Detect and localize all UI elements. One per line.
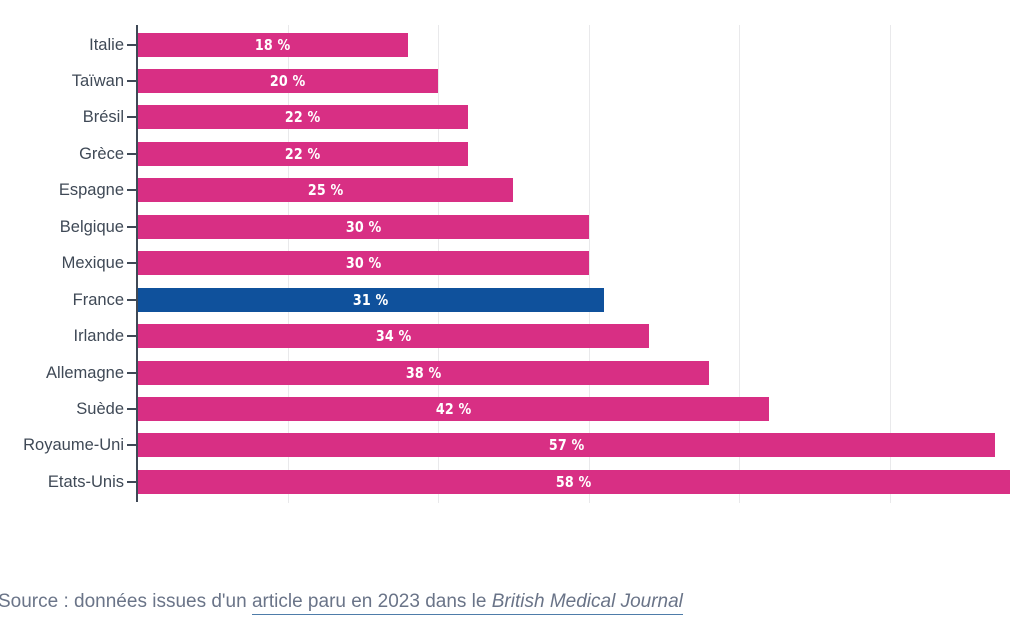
category-label: France xyxy=(72,290,124,309)
category-label: Irlande xyxy=(73,327,124,346)
category-label: Belgique xyxy=(59,217,124,236)
axis-tick xyxy=(127,444,136,447)
value-label: 22 % xyxy=(285,144,321,163)
value-label: 18 % xyxy=(255,35,291,54)
axis-tick xyxy=(127,79,136,82)
category-label: Etats-Unis xyxy=(47,472,124,491)
value-label: 42 % xyxy=(435,400,472,418)
gridline xyxy=(739,25,740,503)
value-label: 25 % xyxy=(307,181,344,200)
bar-grèce: 22 % xyxy=(138,141,469,166)
bar-brésil: 22 % xyxy=(138,105,469,130)
source-link-journal: British Medical Journal xyxy=(491,591,683,612)
value-label: 20 % xyxy=(270,71,306,90)
category-label: Taïwan xyxy=(71,71,124,90)
axis-tick xyxy=(127,408,136,410)
axis-tick xyxy=(127,335,136,338)
bar-chart: Italie 18 % Taïwan 20 % Brésil 22 % Grèce 22 % E… xyxy=(23,25,1010,503)
bar-royaume-uni: 57 % xyxy=(138,433,995,458)
y-axis-line xyxy=(136,25,138,502)
axis-tick xyxy=(127,152,136,155)
category-label: Mexique xyxy=(61,254,124,273)
bar-belgique: 30 % xyxy=(138,214,589,239)
value-label: 30 % xyxy=(345,217,381,236)
value-label: 57 % xyxy=(548,436,585,455)
bar-mexique: 30 % xyxy=(138,251,589,276)
source-prefix: Source : données issues d'un xyxy=(0,591,252,612)
category-label: Royaume-Uni xyxy=(23,436,124,455)
category-label: Espagne xyxy=(58,181,124,200)
value-label: 30 % xyxy=(345,254,381,273)
category-label: Italie xyxy=(89,35,124,54)
value-label: 22 % xyxy=(285,108,321,127)
axis-tick xyxy=(127,189,136,192)
bar-taïwan: 20 % xyxy=(138,68,438,93)
category-label: Brésil xyxy=(82,108,124,127)
bar-espagne: 25 % xyxy=(138,178,514,203)
gridline xyxy=(889,25,891,503)
category-label: Grèce xyxy=(79,144,124,163)
bar-irlande: 34 % xyxy=(138,324,649,349)
value-label: 38 % xyxy=(405,363,442,382)
gridline xyxy=(588,25,590,503)
source-link-text: article paru en 2023 dans le xyxy=(251,591,492,612)
axis-tick xyxy=(127,480,136,483)
category-label: Allemagne xyxy=(46,363,124,382)
value-label: 31 % xyxy=(353,290,389,309)
source-caption: Source : données issues d'un article par… xyxy=(0,591,1021,615)
value-label: 34 % xyxy=(375,327,412,346)
category-label: Suède xyxy=(76,400,124,418)
axis-tick xyxy=(127,116,136,119)
axis-tick xyxy=(127,43,136,46)
axis-tick xyxy=(127,298,136,301)
axis-tick xyxy=(127,371,136,374)
bar-france: 31 % xyxy=(138,287,604,312)
value-label: 58 % xyxy=(556,472,592,491)
source-link[interactable]: article paru en 2023 dans le British Med… xyxy=(251,591,683,615)
axis-tick xyxy=(127,262,136,265)
bar-etats-unis: 58 % xyxy=(138,469,1010,494)
bar-italie: 18 % xyxy=(138,32,408,57)
axis-tick xyxy=(127,225,136,228)
bar-allemagne: 38 % xyxy=(138,360,709,385)
bar-suède: 42 % xyxy=(138,397,770,421)
